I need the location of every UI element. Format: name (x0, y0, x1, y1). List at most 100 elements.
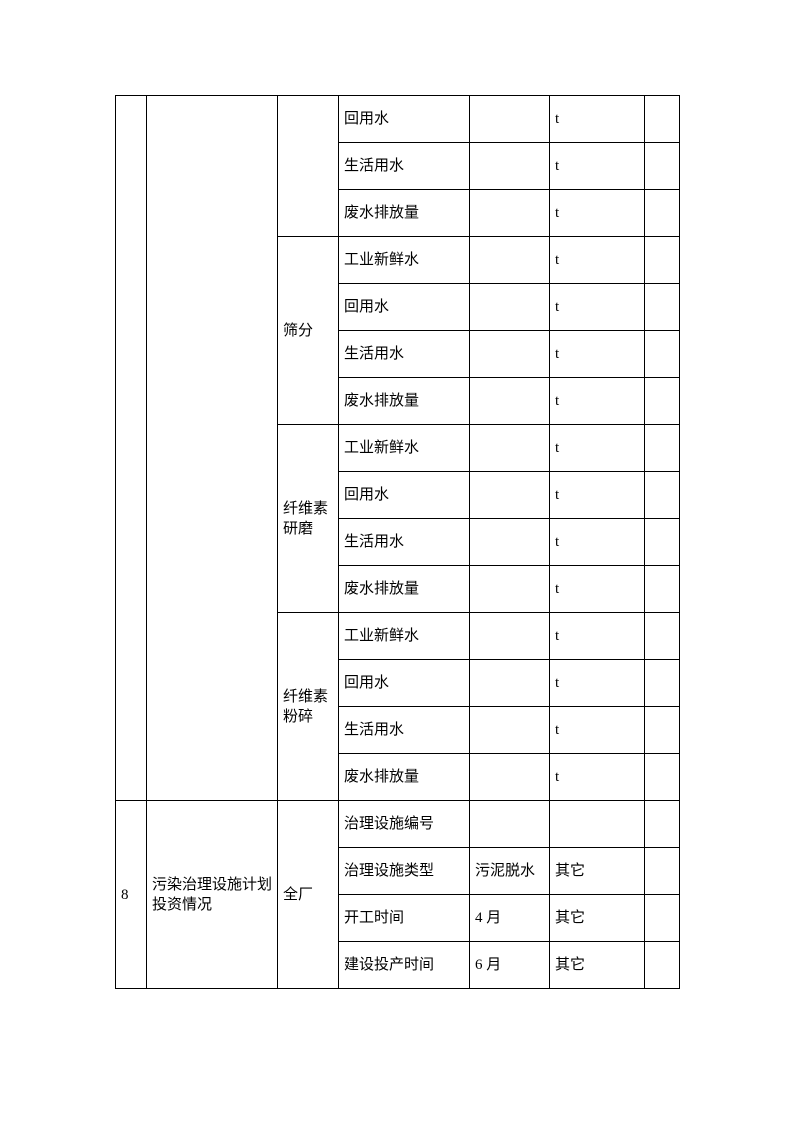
continued-category-cell (146, 95, 278, 801)
facility-item-cell: 治理设施类型 (338, 847, 470, 895)
value-cell (469, 612, 550, 660)
note-cell (644, 659, 680, 707)
note-cell (644, 847, 680, 895)
scope-cell: 全厂 (277, 800, 339, 989)
note-cell (644, 95, 680, 143)
unit-cell: t (549, 330, 645, 378)
continued-number-cell (115, 95, 147, 801)
facility-item-cell: 开工时间 (338, 894, 470, 942)
table-row: 纤维素粉碎 工业新鲜水 t (116, 612, 680, 801)
process-cell: 筛分 (277, 236, 339, 425)
water-item-cell: 回用水 (338, 95, 470, 143)
facility-value-cell (469, 800, 550, 848)
value-cell (469, 706, 550, 754)
note-cell (644, 706, 680, 754)
facility-value-cell: 6 月 (469, 941, 550, 989)
water-item-cell: 回用水 (338, 471, 470, 519)
value-cell (469, 330, 550, 378)
value-cell (469, 142, 550, 190)
note-cell (644, 612, 680, 660)
water-item-cell: 生活用水 (338, 330, 470, 378)
value-cell (469, 565, 550, 613)
table-row: 8 污染治理设施计划投资情况 全厂 治理设施编号 (115, 800, 680, 989)
process-cell (277, 95, 339, 237)
unit-cell: t (549, 236, 645, 284)
unit-cell: t (549, 753, 645, 801)
water-item-cell: 生活用水 (338, 518, 470, 566)
water-item-cell: 废水排放量 (338, 753, 470, 801)
table-row: 回用水 t (115, 95, 680, 801)
unit-cell: t (549, 659, 645, 707)
facility-option-cell: 其它 (549, 941, 645, 989)
value-cell (469, 236, 550, 284)
water-item-cell: 回用水 (338, 659, 470, 707)
table-row: 废水排放量 t (116, 377, 680, 425)
value-cell (469, 95, 550, 143)
note-cell (644, 565, 680, 613)
unit-cell: t (549, 95, 645, 143)
process-cell: 纤维素研磨 (277, 424, 339, 613)
table-row: 筛分 工业新鲜水 t (116, 236, 680, 425)
facility-option-cell: 其它 (549, 894, 645, 942)
table-row: 回用水 t (116, 283, 680, 331)
note-cell (644, 142, 680, 190)
water-item-cell: 工业新鲜水 (338, 612, 470, 660)
value-cell (469, 753, 550, 801)
table-row: 开工时间 4 月 其它 (116, 894, 680, 942)
unit-cell: t (549, 471, 645, 519)
unit-cell: t (549, 189, 645, 237)
table-row: 废水排放量 t (116, 565, 680, 613)
table-row: 建设投产时间 6 月 其它 (116, 941, 680, 989)
facility-item-cell: 治理设施编号 (338, 800, 470, 848)
unit-cell: t (549, 518, 645, 566)
water-item-cell: 工业新鲜水 (338, 236, 470, 284)
facility-value-cell: 污泥脱水 (469, 847, 550, 895)
value-cell (469, 377, 550, 425)
unit-cell: t (549, 424, 645, 472)
unit-cell: t (549, 565, 645, 613)
facility-value-cell: 4 月 (469, 894, 550, 942)
water-item-cell: 废水排放量 (338, 565, 470, 613)
table-row: 回用水 t (116, 471, 680, 519)
row-number-cell: 8 (115, 800, 147, 989)
note-cell (644, 753, 680, 801)
note-cell (644, 330, 680, 378)
water-item-cell: 工业新鲜水 (338, 424, 470, 472)
value-cell (469, 659, 550, 707)
note-cell (644, 941, 680, 989)
water-item-cell: 废水排放量 (338, 377, 470, 425)
unit-cell: t (549, 377, 645, 425)
note-cell (644, 189, 680, 237)
water-item-cell: 回用水 (338, 283, 470, 331)
note-cell (644, 424, 680, 472)
water-item-cell: 废水排放量 (338, 189, 470, 237)
value-cell (469, 189, 550, 237)
report-table: 回用水 t 生活用水 t 废水排放量 t 筛分 工业新鲜水 t 回用水 (115, 95, 680, 989)
table-row: 废水排放量 t (116, 753, 680, 801)
facility-item-cell: 建设投产时间 (338, 941, 470, 989)
unit-cell: t (549, 283, 645, 331)
table-row: 废水排放量 t (116, 189, 680, 237)
table-row: 回用水 t (116, 659, 680, 707)
water-item-cell: 生活用水 (338, 706, 470, 754)
note-cell (644, 471, 680, 519)
note-cell (644, 377, 680, 425)
note-cell (644, 283, 680, 331)
unit-cell: t (549, 706, 645, 754)
water-item-cell: 生活用水 (338, 142, 470, 190)
note-cell (644, 236, 680, 284)
note-cell (644, 894, 680, 942)
value-cell (469, 424, 550, 472)
category-cell: 污染治理设施计划投资情况 (146, 800, 278, 989)
note-cell (644, 518, 680, 566)
facility-option-cell: 其它 (549, 847, 645, 895)
table-row: 生活用水 t (116, 706, 680, 754)
note-cell (644, 800, 680, 848)
unit-cell: t (549, 142, 645, 190)
unit-cell: t (549, 612, 645, 660)
value-cell (469, 518, 550, 566)
value-cell (469, 283, 550, 331)
process-cell: 纤维素粉碎 (277, 612, 339, 801)
value-cell (469, 471, 550, 519)
